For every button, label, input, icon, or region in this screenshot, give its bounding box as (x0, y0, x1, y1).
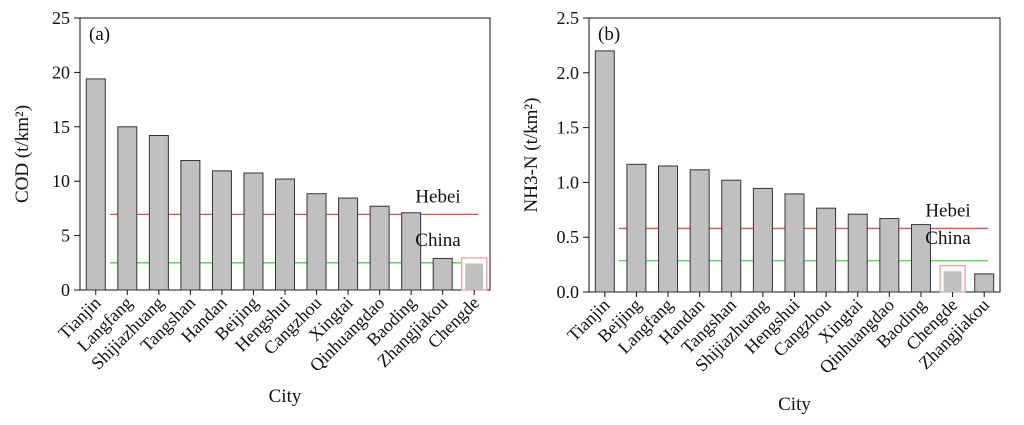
bar (148, 135, 169, 291)
bar (401, 212, 422, 291)
panel-label: (b) (598, 24, 620, 45)
y-tick-label: 1.5 (557, 118, 580, 138)
bar (943, 271, 962, 293)
bar (432, 257, 453, 291)
bar (721, 179, 742, 293)
y-tick-label: 0.0 (557, 282, 580, 302)
y-tick-label: 25 (52, 8, 70, 28)
y-tick-label: 2.0 (557, 63, 580, 83)
bar (847, 213, 868, 293)
bar (117, 126, 138, 291)
panel-label: (a) (89, 24, 110, 45)
bar (626, 163, 647, 293)
bar (369, 205, 390, 291)
bar (816, 207, 837, 293)
y-tick-label: 0.5 (557, 227, 580, 247)
chart-panel-a: 0510152025HebeiChinaTianjinLangfangShiji… (12, 8, 491, 407)
bar (180, 160, 201, 291)
bar (338, 197, 359, 291)
reference-label-china: China (925, 228, 971, 249)
reference-label-hebei: Hebei (415, 186, 460, 207)
bar (211, 170, 232, 291)
bar (594, 50, 615, 293)
bar (243, 172, 264, 291)
y-tick-label: 0 (61, 280, 70, 300)
y-axis-label: COD (t/km²) (12, 105, 33, 203)
chart-panel-b: 0.00.51.01.52.02.5HebeiChinaTianjinBeiji… (521, 8, 1001, 415)
bar (465, 263, 484, 291)
bar (974, 273, 995, 293)
y-tick-label: 20 (52, 62, 70, 82)
bar (689, 169, 710, 293)
bar (275, 178, 295, 291)
bar (85, 78, 106, 291)
x-axis-label: City (778, 394, 811, 415)
bar (879, 218, 900, 293)
y-tick-label: 1.0 (557, 172, 580, 192)
y-tick-label: 2.5 (557, 8, 580, 28)
bar (658, 165, 679, 293)
y-axis-label: NH3-N (t/km²) (521, 98, 542, 213)
reference-label-china: China (415, 230, 461, 251)
y-tick-label: 15 (52, 117, 70, 137)
bar (306, 193, 327, 291)
reference-label-hebei: Hebei (925, 200, 970, 221)
y-tick-label: 5 (61, 226, 70, 246)
bar (752, 187, 773, 293)
y-tick-label: 10 (52, 171, 70, 191)
x-axis-label: City (269, 386, 302, 407)
bar (784, 193, 805, 293)
